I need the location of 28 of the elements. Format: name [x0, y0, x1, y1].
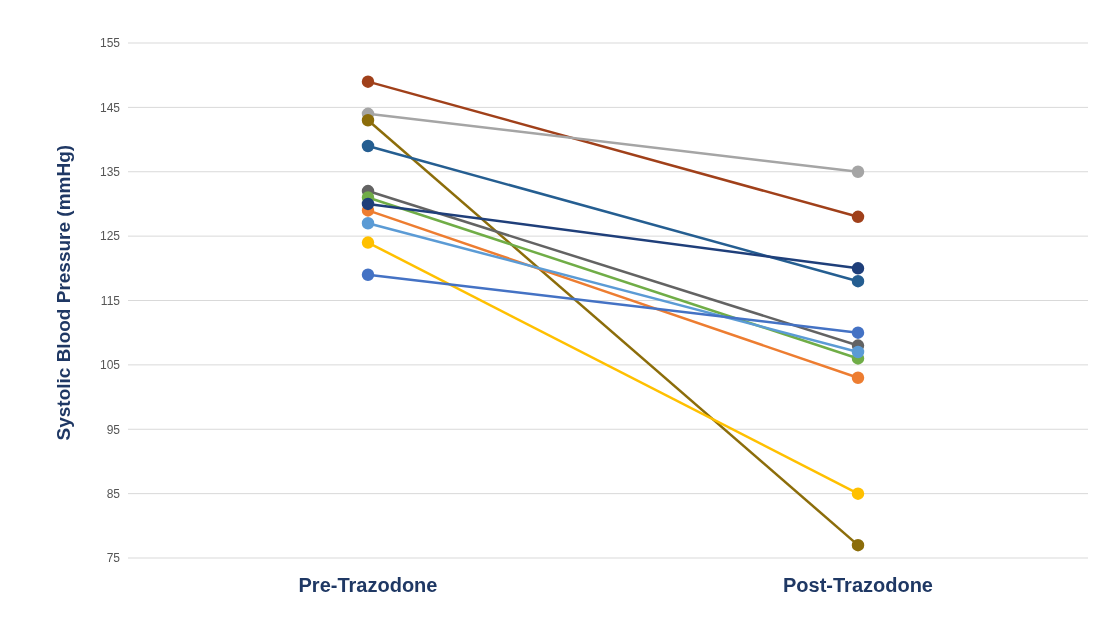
point: [361, 197, 375, 211]
y-tick-label: 105: [99, 358, 121, 373]
point: [851, 326, 865, 339]
point: [851, 210, 865, 224]
point: [851, 538, 865, 552]
point: [851, 487, 865, 500]
point: [851, 274, 865, 288]
x-tick-label: Post-Trazodone: [782, 574, 934, 597]
y-tick-label: 145: [99, 100, 121, 115]
y-tick-label: 125: [99, 229, 121, 244]
point: [851, 262, 865, 275]
point: [361, 139, 375, 153]
point: [361, 114, 375, 127]
y-axis-title: Systolic Blood Pressure (mmHg): [52, 144, 74, 441]
point: [361, 217, 375, 230]
y-tick-label: 155: [99, 36, 121, 51]
y-tick-label: 85: [106, 486, 121, 501]
x-tick-label: Pre-Trazodone: [298, 574, 438, 597]
point: [851, 165, 865, 178]
point: [361, 268, 375, 281]
point: [361, 236, 375, 249]
y-tick-label: 135: [99, 165, 121, 180]
y-tick-label: 75: [106, 551, 121, 566]
point: [361, 75, 375, 88]
y-tick-label: 95: [106, 422, 121, 437]
point: [851, 371, 865, 384]
y-tick-label: 115: [100, 293, 121, 308]
point: [851, 345, 865, 359]
